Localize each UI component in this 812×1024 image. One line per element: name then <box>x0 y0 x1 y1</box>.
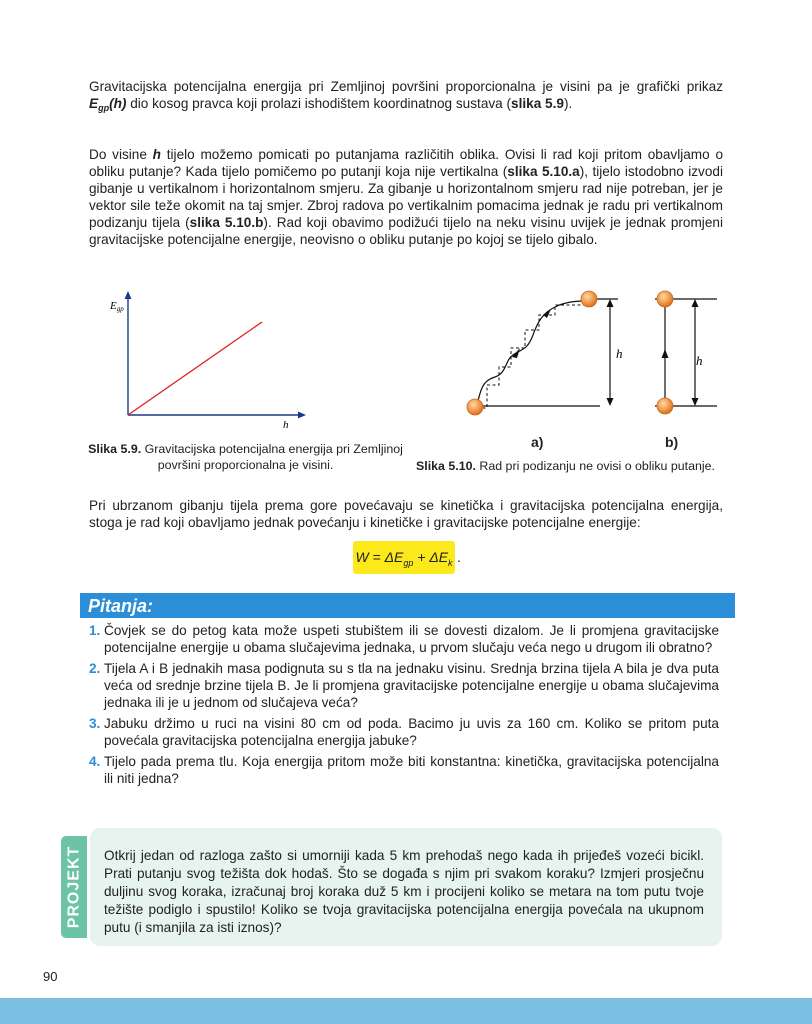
height-label-b: h <box>696 353 703 368</box>
page-number: 90 <box>43 969 58 984</box>
question-text: Tijela A i B jednakih masa podignuta su … <box>104 661 719 710</box>
questions-list: 1. Čovjek se do petog kata može uspeti st… <box>89 622 719 791</box>
figure-5-10-caption-ref: Slika 5.10. <box>416 459 476 473</box>
path-text-1: Do visine <box>89 147 153 162</box>
question-number: 1. <box>89 623 101 638</box>
question-number: 2. <box>89 661 101 676</box>
figure-5-10-diagram: h h <box>466 290 717 416</box>
path-text-2: tijelo možemo pomicati po putanjama razl… <box>89 147 723 179</box>
question-item: 4. Tijelo pada prema tlu. Koja energija p… <box>89 753 719 787</box>
path-text-3: ), tijelo istodobno izvodi gibanje u ver… <box>89 164 723 230</box>
figure-5-10-caption: Slika 5.10. Rad pri podizanju ne ovisi o… <box>416 458 736 474</box>
curved-path <box>476 300 587 407</box>
question-text: Čovjek se do petog kata može uspeti stub… <box>104 623 719 655</box>
path-paragraph: Do visine h tijelo možemo pomicati po pu… <box>89 146 723 248</box>
question-number: 3. <box>89 716 101 731</box>
figure-5-9-caption-text: Gravitacijska potencijalna energija pri … <box>141 442 403 456</box>
intro-text-1: Gravitacijska potencijalna energija pri … <box>89 79 723 94</box>
question-item: 2. Tijela A i B jednakih masa podignuta s… <box>89 660 719 711</box>
egp-symbol: E <box>89 96 99 111</box>
vertical-arrow-b <box>661 349 669 358</box>
formula-sub-k: k <box>448 558 453 568</box>
height-label-a: h <box>616 346 623 361</box>
x-axis-arrow <box>298 411 306 419</box>
figure-ref-5-10b: slika 5.10.b <box>189 215 264 230</box>
question-text: Jabuku držimo u ruci na visini 80 cm od … <box>104 716 719 748</box>
footer-band <box>0 998 812 1024</box>
height-arrow-a-top <box>606 299 614 307</box>
formula-period: . <box>457 549 461 565</box>
figure-5-9-caption: Slika 5.9. Gravitacijska potencijalna en… <box>73 441 418 473</box>
figure-5-10-caption-text: Rad pri podizanju ne ovisi o obliku puta… <box>475 459 715 473</box>
figure-5-9-caption-text2: površini proporcionalna je visini. <box>157 458 334 472</box>
energy-line <box>127 321 263 416</box>
questions-header: Pitanja: <box>80 593 735 618</box>
intro-text-3: ). <box>563 96 573 111</box>
x-axis-label: h <box>283 419 289 431</box>
formula-lhs: W = ΔE <box>355 549 404 565</box>
figure-5-9-graph: Egp h <box>109 291 306 431</box>
question-number: 4. <box>89 754 101 769</box>
intro-text-2: dio kosog pravca koji prolazi ishodištem… <box>126 96 512 111</box>
egp-subscript: gp <box>98 103 110 113</box>
figure-ref-5-10a: slika 5.10.a <box>507 164 580 179</box>
project-tab <box>61 836 87 938</box>
formula-plus: + ΔE <box>413 549 449 565</box>
figure-5-9-caption-ref: Slika 5.9. <box>88 442 142 456</box>
path-text-4: ). Rad koji obavimo podižući tijelo na n… <box>89 215 723 247</box>
height-symbol: h <box>152 147 161 162</box>
egp-argument: (h) <box>109 96 127 111</box>
y-axis-arrow <box>124 291 132 299</box>
question-item: 3. Jabuku držimo u ruci na visini 80 cm o… <box>89 715 719 749</box>
height-arrow-a-bottom <box>606 398 614 406</box>
ball-b-bottom <box>656 397 674 415</box>
project-text: Otkrij jedan od razloga zašto si umornij… <box>104 848 704 935</box>
ball-a-bottom <box>466 398 484 416</box>
figure-label-a: a) <box>531 434 544 450</box>
question-text: Tijelo pada prema tlu. Koja energija pri… <box>104 754 719 786</box>
height-arrow-b-top <box>691 299 699 307</box>
work-formula: W = ΔEgp + ΔEk <box>353 541 455 574</box>
project-label: PROJEKT <box>65 845 83 929</box>
y-axis-label: Egp <box>109 300 124 313</box>
ball-a-top <box>580 290 598 308</box>
path-arrow-2 <box>543 309 551 318</box>
figure-ref-5-9: slika 5.9 <box>511 96 564 111</box>
formula-sub-gp: gp <box>403 558 414 568</box>
stair-path <box>477 304 585 409</box>
figure-label-b: b) <box>665 434 679 450</box>
project-box <box>90 828 722 946</box>
path-arrow-1 <box>512 348 520 358</box>
intro-paragraph: Gravitacijska potencijalna energija pri … <box>89 78 723 117</box>
ball-b-top <box>656 290 674 308</box>
height-arrow-b-bottom <box>691 398 699 406</box>
question-item: 1. Čovjek se do petog kata može uspeti st… <box>89 622 719 656</box>
work-paragraph: Pri ubrzanom gibanju tijela prema gore p… <box>89 498 723 530</box>
